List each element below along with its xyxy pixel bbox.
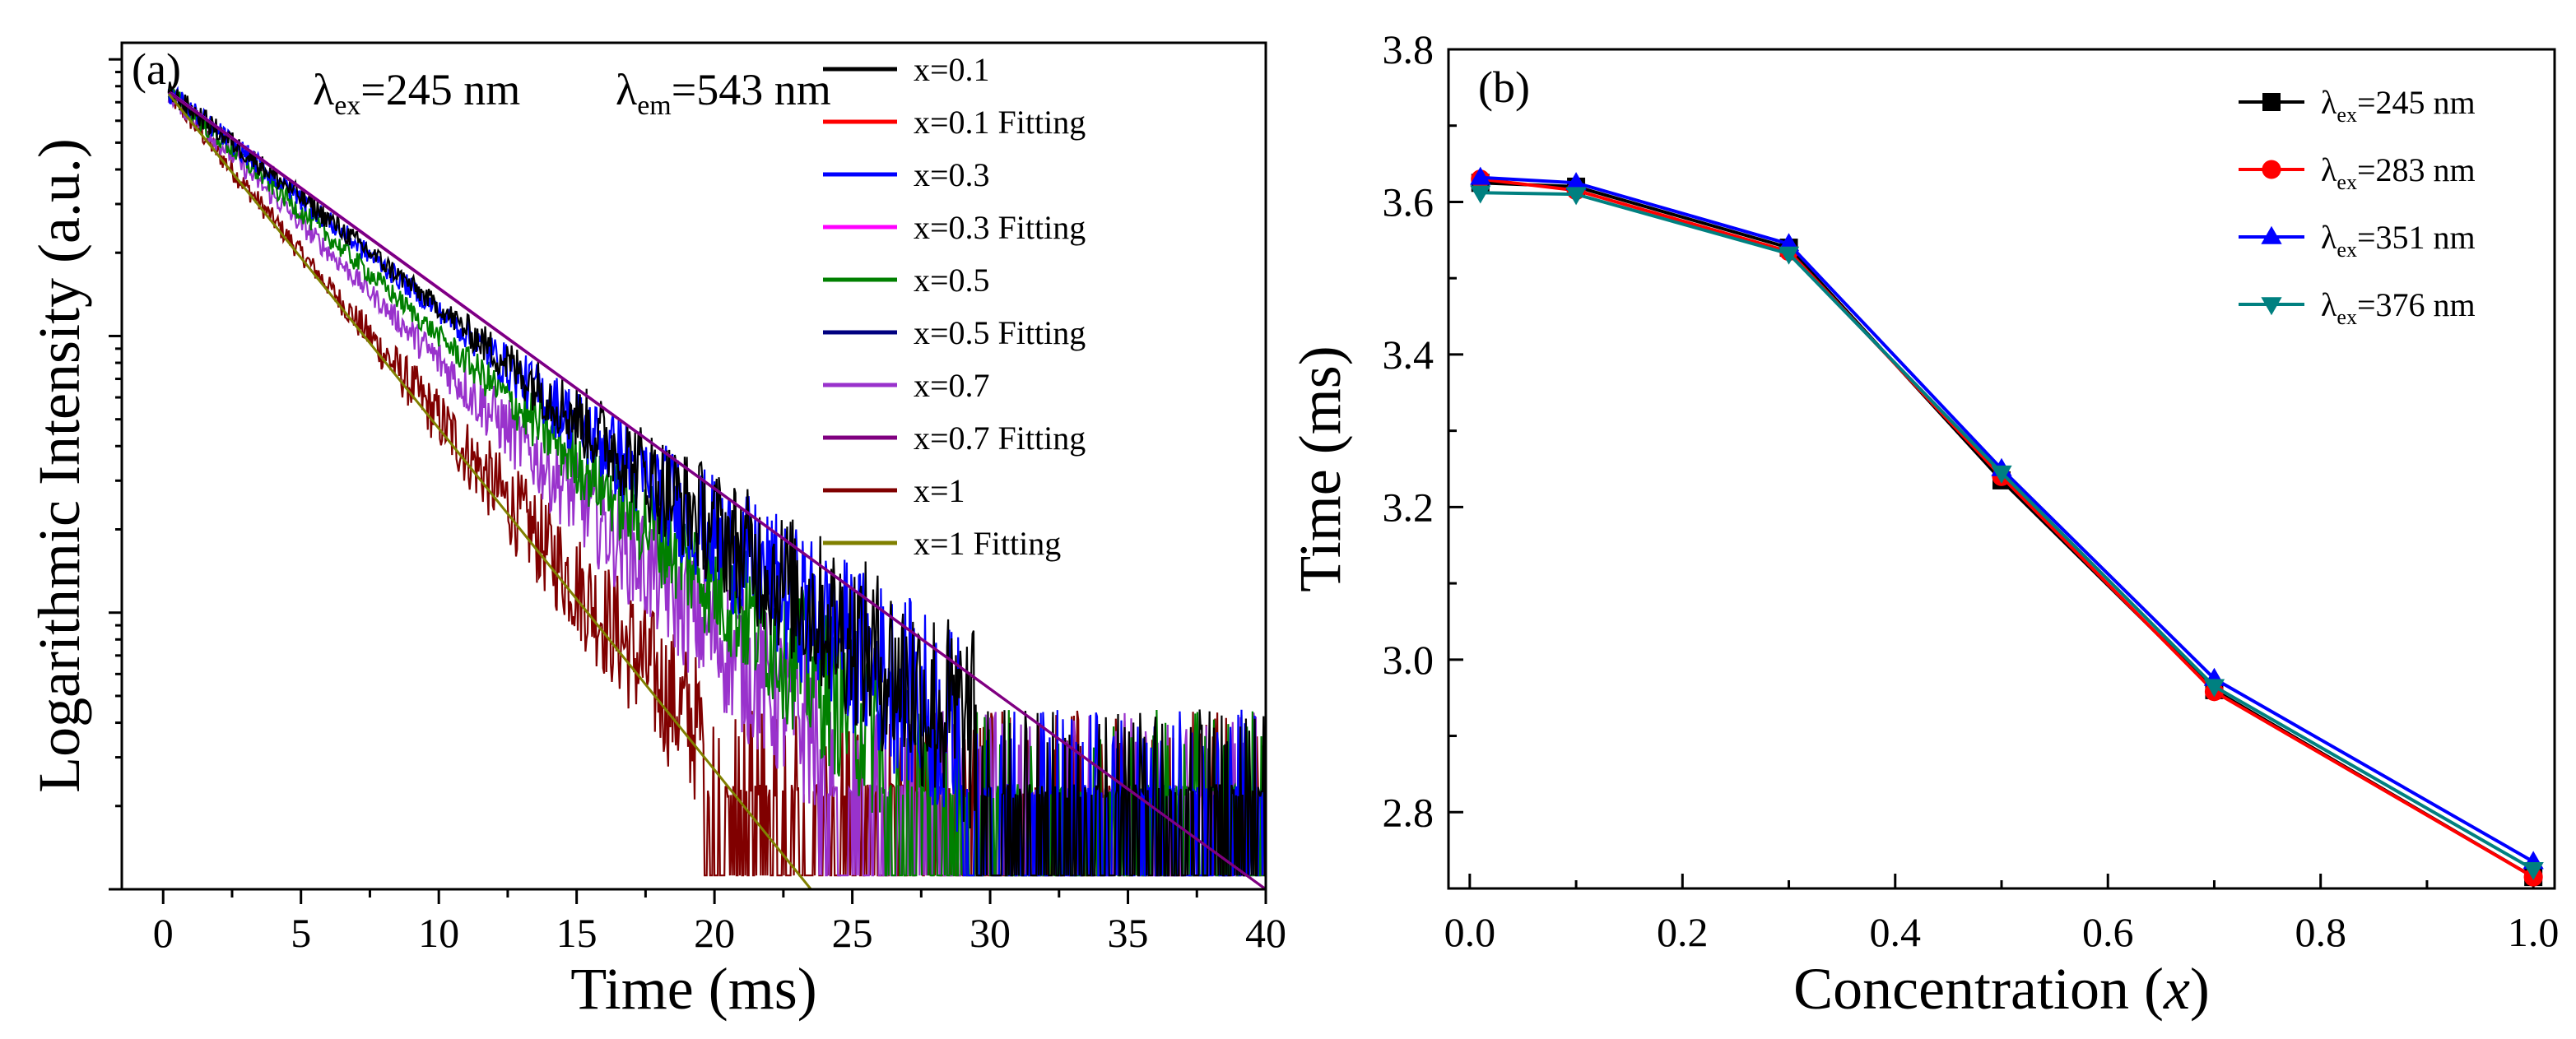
legend-b-entry: λex=351 nm xyxy=(2321,219,2476,262)
panel-a-xtick-label: 30 xyxy=(969,910,1011,956)
panel-a-legend: x=0.1 x=0.1 Fitting x=0.3 x=0.3 Fitting x=0.… xyxy=(823,51,1086,562)
lifetime-point xyxy=(1565,187,1587,206)
emission-lambda: λ xyxy=(616,65,637,114)
legend-b-entry: λex=245 nm xyxy=(2321,84,2476,127)
decay-series-x-0-1 xyxy=(167,81,1266,877)
legend-b-marker xyxy=(2262,160,2281,179)
legend-b-value: =283 nm xyxy=(2357,151,2476,188)
lifetime-line xyxy=(1480,175,2535,864)
panel-a-xtick-label: 40 xyxy=(1245,910,1286,956)
legend-b-subscript: ex xyxy=(2337,170,2357,194)
lifetime-panel: 0.0 0.2 0.4 0.6 0.8 1.0 2.8 3.0 3.2 3.4 3.6 3.8 (b… xyxy=(1287,26,2559,1022)
legend-a-entry: x=1 Fitting xyxy=(914,525,1061,562)
excitation-subscript: ex xyxy=(334,90,360,121)
panel-b-ytick-label: 2.8 xyxy=(1383,789,1434,835)
panel-b-xtick-label: 1.0 xyxy=(2508,909,2560,955)
panel-a-frame xyxy=(120,41,1267,891)
emission-annotation: λem=543 nm xyxy=(616,65,831,121)
legend-b-value: =245 nm xyxy=(2357,84,2476,121)
legend-a-entry: x=1 xyxy=(914,472,965,509)
excitation-lambda: λ xyxy=(313,65,334,114)
legend-b-lambda: λ xyxy=(2321,84,2337,121)
panel-b-ytick-label: 3.6 xyxy=(1383,179,1434,225)
lifetime-point xyxy=(1470,166,1491,185)
lifetime-point xyxy=(2523,862,2544,881)
legend-b-marker xyxy=(2261,225,2282,244)
legend-b-value: =351 nm xyxy=(2357,219,2476,256)
legend-a-entry: x=0.1 xyxy=(914,51,990,88)
panel-b-ytick-label: 3.8 xyxy=(1383,26,1434,72)
panel-a-xtick-label: 25 xyxy=(832,910,873,956)
excitation-annotation: λex=245 nm xyxy=(313,65,520,121)
panel-a-ylabel: Logarithmic Intensity (a.u.) xyxy=(26,138,92,793)
emission-subscript: em xyxy=(637,90,672,121)
excitation-value: =245 nm xyxy=(360,65,520,114)
panel-b-xlabel-var: x xyxy=(2163,956,2190,1022)
panel-a-xtick-label: 20 xyxy=(694,910,735,956)
panel-b-xlabel-close: ) xyxy=(2190,956,2210,1022)
legend-b-marker xyxy=(2262,93,2281,111)
legend-b-subscript: ex xyxy=(2337,238,2357,262)
panel-b-xtick-label: 0.6 xyxy=(2082,909,2134,955)
lifetime-point xyxy=(1991,465,2012,484)
lifetime-point xyxy=(1778,246,1800,265)
lifetime-point xyxy=(1565,172,1587,191)
panel-b-ytick-label: 3.4 xyxy=(1383,332,1434,378)
fit-line-x-1-Fitting xyxy=(167,93,812,889)
legend-b-marker xyxy=(2261,297,2282,316)
legend-b-lambda: λ xyxy=(2321,151,2337,188)
panel-b-xlabel-main: Concentration ( xyxy=(1793,956,2164,1022)
legend-a-entry: x=0.5 xyxy=(914,262,990,299)
panel-a-xtick-label: 35 xyxy=(1108,910,1149,956)
legend-b-entry: λex=376 nm xyxy=(2321,286,2476,329)
legend-a-entry: x=0.7 Fitting xyxy=(914,420,1086,457)
legend-a-entry: x=0.3 Fitting xyxy=(914,209,1086,246)
legend-b-subscript: ex xyxy=(2337,103,2357,127)
fit-line-x-0-7-Fitting xyxy=(168,91,1266,889)
legend-a-entry: x=0.1 Fitting xyxy=(914,104,1086,141)
panel-b-xtick-label: 0.4 xyxy=(1870,909,1922,955)
legend-a-entry: x=0.5 Fitting xyxy=(914,314,1086,351)
panel-b-xlabel: Concentration (x) xyxy=(1793,956,2210,1022)
panel-a-xtick-label: 15 xyxy=(556,910,598,956)
legend-a-entry: x=0.7 xyxy=(914,367,990,404)
panel-b-ytick-label: 3.0 xyxy=(1383,637,1434,683)
legend-b-lambda: λ xyxy=(2321,219,2337,256)
panel-a-xtick-label: 10 xyxy=(418,910,459,956)
legend-b-subscript: ex xyxy=(2337,305,2357,329)
decay-curve-panel: 0 5 10 15 20 25 30 35 40 (a) λex=245 nm λem=543 … xyxy=(26,41,1286,1022)
legend-a-entry: x=0.3 xyxy=(914,156,990,193)
panel-b-label: (b) xyxy=(1478,63,1530,112)
lifetime-line xyxy=(1480,191,2535,871)
panel-a-label: (a) xyxy=(132,44,181,94)
panel-b-ytick-label: 3.2 xyxy=(1383,484,1434,530)
panel-b-xtick-label: 0.2 xyxy=(1657,909,1709,955)
panel-a-xlabel: Time (ms) xyxy=(570,956,816,1022)
lifetime-point xyxy=(2203,679,2225,698)
legend-b-value: =376 nm xyxy=(2357,286,2476,323)
panel-a-xtick-label: 5 xyxy=(291,910,311,956)
lifetime-point xyxy=(1470,185,1491,204)
legend-b-lambda: λ xyxy=(2321,286,2337,323)
legend-b-entry: λex=283 nm xyxy=(2321,151,2476,194)
panel-b-xtick-label: 0.0 xyxy=(1444,909,1496,955)
panel-b-xtick-label: 0.8 xyxy=(2295,909,2346,955)
panel-b-ylabel: Time (ms) xyxy=(1287,346,1353,591)
panel-a-xtick-label: 0 xyxy=(153,910,174,956)
emission-value: =543 nm xyxy=(672,65,831,114)
